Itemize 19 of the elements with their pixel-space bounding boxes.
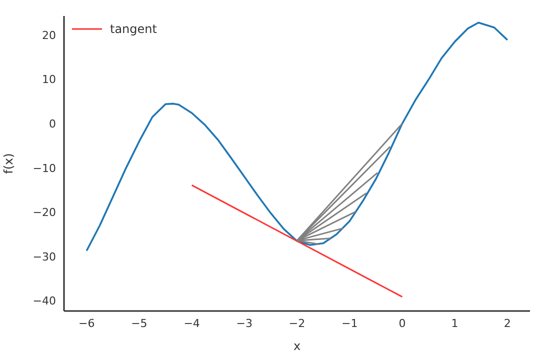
x-tick-label: 0	[398, 316, 406, 330]
y-tick-label: 10	[42, 73, 56, 86]
x-tick-label: −5	[131, 316, 148, 330]
x-tick-label: −3	[236, 316, 253, 330]
y-tick-label: −10	[32, 162, 56, 175]
x-tick-label: 2	[504, 316, 511, 330]
y-tick-label: 0	[49, 118, 56, 131]
y-tick-label: 20	[42, 28, 56, 42]
legend-label: tangent	[110, 22, 157, 36]
x-tick-label: −2	[288, 316, 306, 330]
y-tick-label: −40	[32, 294, 56, 308]
x-tick-label: 1	[451, 316, 458, 330]
x-axis-title: x	[293, 339, 301, 353]
x-tick-label: −4	[184, 316, 200, 330]
x-tick-label: −6	[78, 316, 95, 330]
y-axis-title: f(x)	[1, 153, 16, 174]
y-tick-label: −20	[32, 206, 56, 220]
x-tick-label: −1	[341, 316, 358, 330]
y-tick-label: −30	[32, 250, 56, 264]
